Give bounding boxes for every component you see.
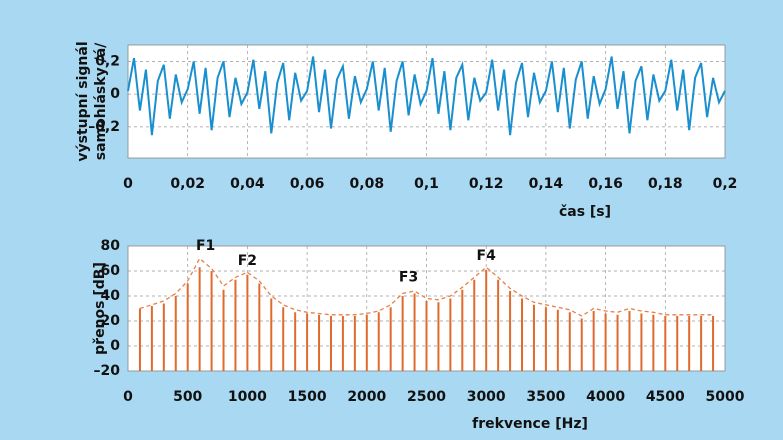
y-tick-label: 20 [101,313,121,329]
y-tick-label: –20 [94,363,121,379]
x-tick-label: 0 [123,176,133,192]
x-tick-label: 3000 [467,389,506,405]
x-tick-label: 4000 [586,389,625,405]
x-tick-label: 0,1 [414,176,439,192]
y-tick-label: –0,2 [88,119,120,135]
y-tick-label: 0 [110,338,120,354]
annotation: F3 [399,269,418,285]
y-tick-label: 80 [101,238,121,254]
x-tick-label: 1500 [288,389,327,405]
y-axis-label: přenos [dB] [92,262,108,355]
x-tick-label: 0,18 [648,176,683,192]
y-tick-label: 0,2 [95,53,120,69]
x-axis-label: frekvence [Hz] [472,416,588,432]
x-tick-label: 5000 [706,389,745,405]
x-tick-label: 1000 [228,389,267,405]
x-axis-label: čas [s] [559,204,611,220]
x-tick-label: 0,16 [588,176,623,192]
x-tick-label: 2500 [407,389,446,405]
x-tick-label: 0,02 [170,176,205,192]
x-tick-label: 0,08 [350,176,385,192]
x-tick-label: 0,04 [230,176,265,192]
x-tick-label: 4500 [646,389,685,405]
x-tick-label: 500 [173,389,202,405]
y-axis-label: výstupní signál [75,41,91,161]
y-tick-label: 0 [110,86,120,102]
y-axis-label: samohlásky /á/ [93,42,109,160]
x-tick-label: 0,2 [713,176,738,192]
x-tick-label: 2000 [347,389,386,405]
y-tick-label: 40 [101,288,121,304]
annotation: F2 [238,253,257,269]
x-tick-label: 0 [123,389,133,405]
annotation: F1 [196,238,215,254]
y-tick-label: 60 [101,263,121,279]
x-tick-label: 0,12 [469,176,504,192]
x-tick-label: 0,14 [529,176,564,192]
x-tick-label: 3500 [526,389,565,405]
annotation: F4 [477,248,497,264]
line-series [139,257,714,317]
line-series [127,56,726,136]
x-tick-label: 0,06 [290,176,325,192]
